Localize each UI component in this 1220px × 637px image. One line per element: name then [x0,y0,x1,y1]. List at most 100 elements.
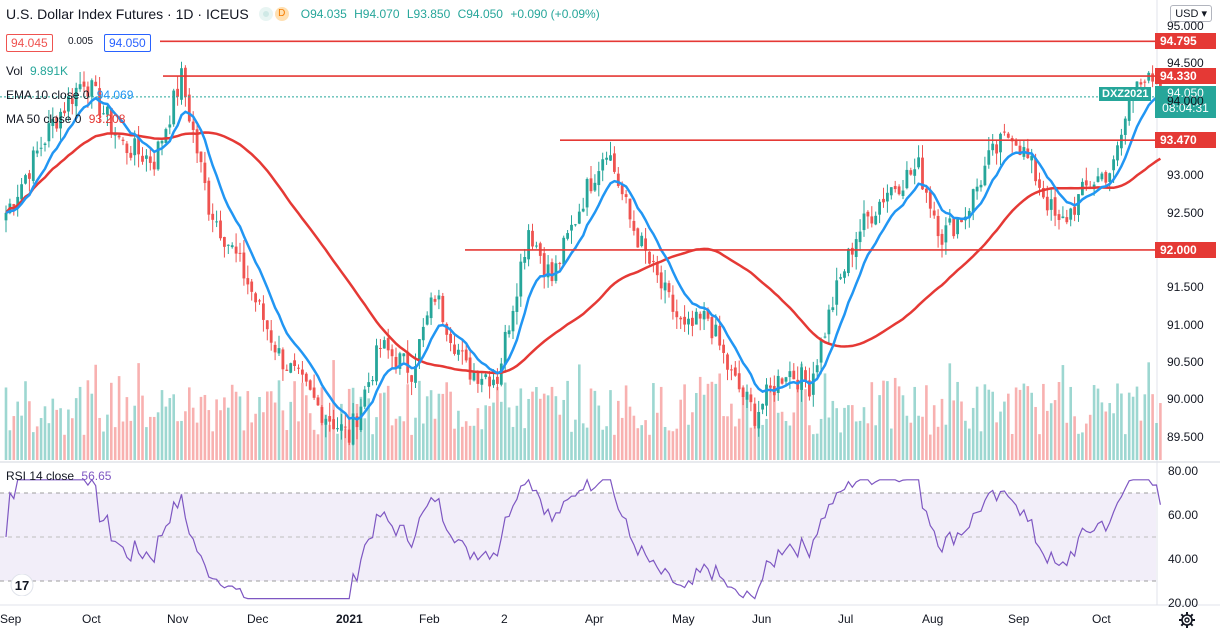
time-tick-label: Nov [167,612,189,626]
time-tick-label: Sep [1008,612,1030,626]
candle-body [769,385,772,388]
volume-bar [913,386,916,460]
candle-body [1045,196,1049,211]
candle-body [47,123,51,142]
volume-bar [82,434,86,460]
volume-bar [870,382,874,460]
currency-button[interactable]: USD ▾ [1170,5,1212,22]
volume-bar [558,414,562,460]
volume-bar [1116,383,1119,460]
candle-body [476,372,480,384]
candle-body [655,262,659,276]
candle-body [663,282,667,291]
candle-body [585,179,589,208]
volume-bar [718,373,721,460]
candle-body [847,248,850,273]
candle-body [694,311,698,325]
settings-gear-icon[interactable] [1178,611,1196,629]
volume-bar [1135,386,1139,460]
ema-legend[interactable]: EMA 10 close 0 94.069 [6,88,133,102]
candle-body [484,374,488,378]
volume-bar [507,407,511,460]
volume-bar [706,383,710,460]
candle-body [882,198,885,203]
volume-bar [195,422,199,460]
volume-bar [644,420,647,460]
candle-body [265,320,269,330]
volume-bar [188,387,191,460]
candle-body [967,210,971,219]
volume-bar [550,386,554,460]
candle-body [605,157,608,160]
volume-bar [297,421,300,460]
symbol-title[interactable]: U.S. Dollar Index Futures · 1D · ICEUS [6,6,249,22]
volume-bar [55,409,58,460]
volume-bar [979,431,983,460]
candle-body [932,210,936,216]
candle-body [390,349,394,357]
candle-body [804,370,807,382]
volume-legend[interactable]: Vol 9.891K [6,64,68,78]
rsi-legend[interactable]: RSI 14 close 56.65 [6,469,111,483]
candle-body [394,356,398,368]
candle-body [398,353,402,369]
volume-bar [531,391,534,460]
candle-body [1061,216,1065,219]
candle-body [1042,187,1045,198]
time-tick-label: 2021 [336,612,363,626]
candle-body [406,351,410,373]
candle-body [363,389,367,407]
candle-body [811,373,815,395]
volume-bar [74,398,78,460]
volume-bar [496,386,499,460]
candle-body [909,170,913,175]
bid-box[interactable]: 94.045 [6,34,53,52]
candle-body [273,344,277,353]
candle-body [242,252,246,279]
volume-bar [441,393,445,460]
volume-bar [398,416,402,460]
volume-bar [223,397,226,460]
volume-bar [1100,402,1104,460]
candle-body [991,143,995,151]
volume-bar [32,432,35,460]
volume-bar [1127,392,1131,460]
rsi-tick-label: 80.00 [1168,464,1199,478]
candle-body [558,263,562,265]
ask-box[interactable]: 94.050 [104,34,151,52]
candle-body [854,239,858,257]
candle-body [254,293,257,303]
volume-bar [1057,382,1061,460]
candle-body [262,303,265,320]
candle-body [741,387,745,397]
volume-bar [714,383,718,460]
ma-legend[interactable]: MA 50 close 0 93.208 [6,112,125,126]
volume-bar [90,393,94,460]
candle-body [219,220,222,239]
volume-bar [191,407,195,460]
volume-bar [780,411,784,460]
candle-body [340,424,343,431]
candle-body [336,428,339,430]
candle-body [31,150,35,181]
candle-body [960,219,963,223]
volume-bar [901,395,905,460]
volume-bar [1061,365,1065,460]
candle-body [601,159,605,171]
volume-bar [39,418,43,460]
volume-bar [987,389,991,460]
volume-bar [301,382,304,460]
volume-bar [390,425,394,460]
candle-body [722,344,725,353]
candle-body [211,213,215,220]
candle-body [172,90,176,125]
volume-bar [1096,388,1100,460]
candle-body [1053,197,1057,216]
time-tick-label: Sep [0,612,22,626]
candle-body [67,96,70,112]
candle-body [418,339,421,364]
volume-bar [433,418,437,460]
volume-bar [266,391,269,460]
tradingview-logo-icon[interactable]: 17 [6,574,38,596]
